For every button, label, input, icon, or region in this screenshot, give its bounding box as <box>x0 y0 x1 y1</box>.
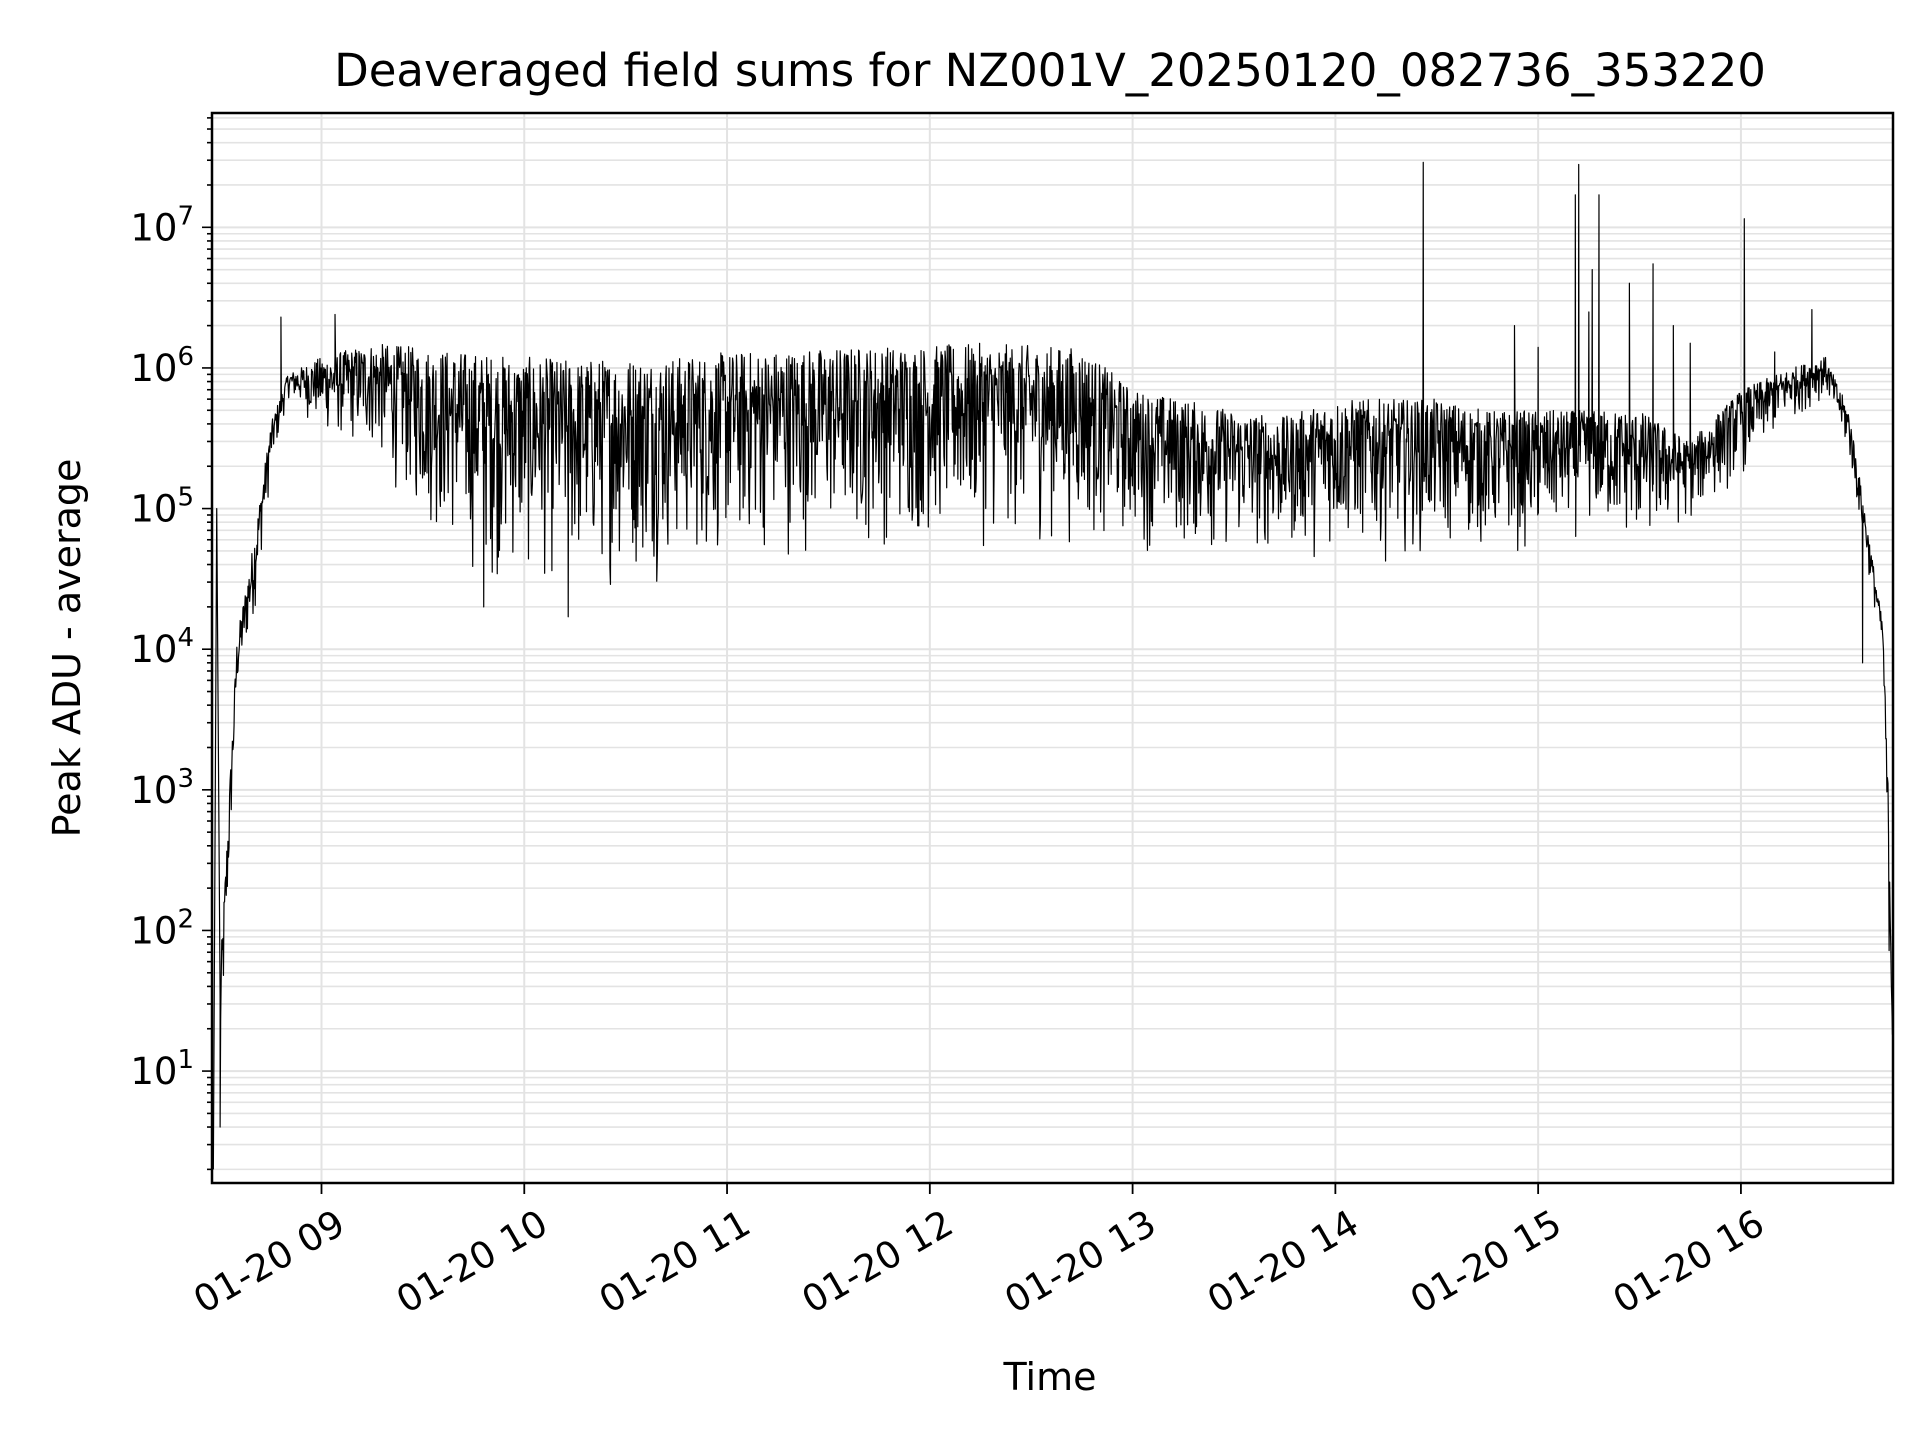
x-tick-label: 01-20 16 <box>1606 1202 1772 1322</box>
y-tick-label: 105 <box>130 483 194 531</box>
x-tick-label: 01-20 10 <box>389 1202 555 1322</box>
y-tick-label: 104 <box>130 623 194 671</box>
x-tick-label: 01-20 12 <box>795 1202 961 1322</box>
data-series <box>212 161 1894 1170</box>
series-line <box>212 161 1894 1170</box>
x-tick-label: 01-20 09 <box>186 1202 352 1322</box>
plot-frame <box>210 111 1895 1185</box>
y-tick-label: 106 <box>130 342 194 390</box>
y-tick-label: 103 <box>130 764 194 812</box>
x-tick-label: 01-20 15 <box>1403 1202 1569 1322</box>
y-axis-label: Peak ADU - average <box>45 459 89 838</box>
axis-ticks: 101 102 103 104 105 106 107 01-20 09 01-20 10 01-… <box>130 117 1772 1322</box>
y-tick-label: 107 <box>130 201 194 249</box>
x-tick-label: 01-20 14 <box>1200 1202 1366 1322</box>
chart-title: Deaveraged field sums for NZ001V_2025012… <box>334 44 1766 97</box>
x-tick-label: 01-20 13 <box>998 1202 1164 1322</box>
x-axis-label: Time <box>1003 1355 1097 1399</box>
grid <box>212 113 1893 1183</box>
x-tick-label: 01-20 11 <box>592 1202 758 1322</box>
y-tick-label: 102 <box>130 904 194 952</box>
y-tick-label: 101 <box>130 1045 194 1093</box>
